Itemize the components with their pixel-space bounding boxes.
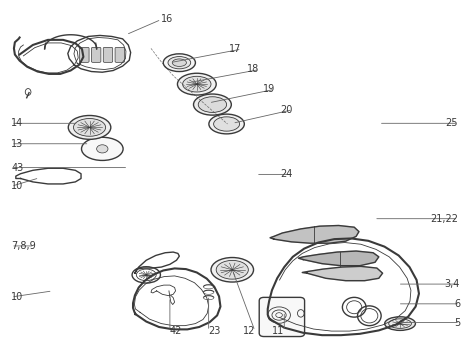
Text: 11: 11: [272, 326, 284, 336]
Text: 3,4: 3,4: [445, 279, 460, 289]
FancyBboxPatch shape: [259, 297, 305, 337]
Ellipse shape: [193, 94, 231, 115]
Text: 20: 20: [281, 105, 293, 115]
Ellipse shape: [177, 73, 216, 95]
Text: 25: 25: [446, 118, 458, 128]
Text: 21,22: 21,22: [430, 214, 458, 224]
FancyBboxPatch shape: [91, 47, 101, 62]
FancyBboxPatch shape: [115, 47, 125, 62]
Text: 5: 5: [454, 318, 460, 328]
Ellipse shape: [214, 117, 239, 131]
Ellipse shape: [82, 137, 123, 160]
Text: 10: 10: [11, 292, 23, 302]
Text: 18: 18: [247, 65, 260, 75]
FancyBboxPatch shape: [103, 47, 113, 62]
Ellipse shape: [211, 258, 254, 282]
Text: 17: 17: [229, 44, 242, 54]
FancyBboxPatch shape: [80, 47, 89, 62]
Ellipse shape: [68, 116, 111, 139]
Text: 14: 14: [11, 118, 23, 128]
Polygon shape: [299, 251, 379, 266]
Ellipse shape: [168, 56, 191, 69]
Text: 7,8,9: 7,8,9: [11, 241, 36, 251]
Text: 6: 6: [454, 299, 460, 309]
Ellipse shape: [182, 76, 211, 92]
Ellipse shape: [163, 54, 195, 71]
Text: 10: 10: [11, 181, 23, 191]
Polygon shape: [302, 266, 383, 281]
Text: 43: 43: [11, 162, 23, 173]
Circle shape: [97, 145, 108, 153]
Text: 24: 24: [281, 169, 293, 180]
Text: 23: 23: [209, 326, 221, 336]
Ellipse shape: [209, 114, 244, 134]
Ellipse shape: [216, 260, 248, 279]
Ellipse shape: [73, 119, 106, 136]
Text: 12: 12: [243, 326, 255, 336]
Text: 19: 19: [263, 84, 275, 94]
Text: 16: 16: [161, 14, 173, 24]
Text: 13: 13: [11, 139, 23, 149]
Ellipse shape: [385, 317, 415, 330]
Ellipse shape: [198, 97, 227, 113]
Text: 42: 42: [170, 326, 182, 336]
Ellipse shape: [172, 59, 186, 66]
Polygon shape: [270, 225, 359, 243]
